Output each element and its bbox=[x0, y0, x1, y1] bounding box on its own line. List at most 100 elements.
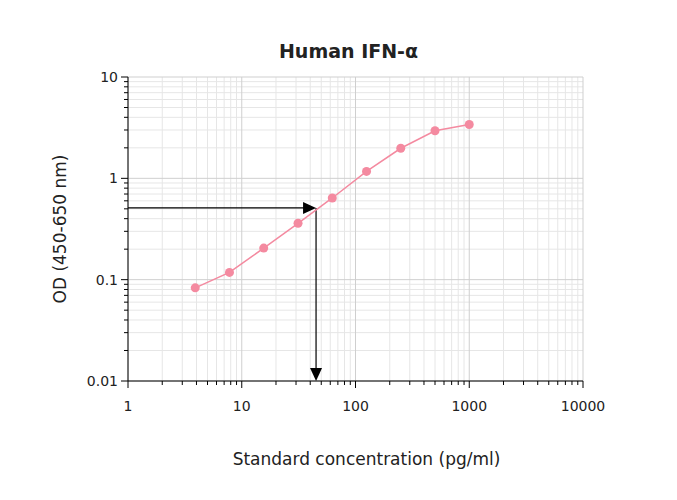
x-axis-label: Standard concentration (pg/ml) bbox=[233, 449, 501, 469]
minor-tick bbox=[124, 350, 128, 351]
minor-grid-line bbox=[182, 77, 183, 381]
y-tick-label: 10 bbox=[100, 69, 118, 85]
minor-grid-line bbox=[565, 77, 566, 381]
minor-grid-line bbox=[224, 77, 225, 381]
minor-grid-line bbox=[577, 77, 578, 381]
y-tick-label: 0.1 bbox=[96, 272, 118, 288]
minor-tick bbox=[330, 381, 331, 385]
minor-tick bbox=[124, 188, 128, 189]
minor-tick bbox=[503, 381, 504, 385]
minor-tick bbox=[350, 381, 351, 385]
grid-line bbox=[128, 279, 583, 280]
minor-grid-line bbox=[451, 77, 452, 381]
minor-tick bbox=[124, 302, 128, 303]
arrow-head bbox=[310, 368, 322, 381]
minor-grid-line bbox=[503, 77, 504, 381]
arrow-horizontal bbox=[128, 207, 304, 208]
minor-grid-line bbox=[458, 77, 459, 381]
minor-tick bbox=[124, 249, 128, 250]
x-tick-label: 100 bbox=[342, 398, 369, 414]
minor-tick bbox=[124, 295, 128, 296]
minor-grid-line bbox=[389, 77, 390, 381]
minor-grid-line bbox=[523, 77, 524, 381]
minor-tick bbox=[236, 381, 237, 385]
data-point bbox=[328, 193, 337, 202]
grid-line bbox=[241, 77, 242, 381]
x-tick-label: 10 bbox=[233, 398, 251, 414]
minor-tick bbox=[182, 381, 183, 385]
minor-tick bbox=[124, 319, 128, 320]
minor-tick bbox=[435, 381, 436, 385]
data-line bbox=[195, 124, 469, 287]
grid-line bbox=[583, 77, 584, 381]
minor-grid-line bbox=[230, 77, 231, 381]
minor-tick bbox=[124, 99, 128, 100]
minor-tick bbox=[571, 381, 572, 385]
minor-tick bbox=[523, 381, 524, 385]
y-tick bbox=[121, 77, 128, 78]
arrow-vertical bbox=[315, 208, 316, 369]
x-tick bbox=[469, 381, 470, 388]
y-tick-label: 0.01 bbox=[87, 373, 118, 389]
minor-tick bbox=[409, 381, 410, 385]
minor-grid-line bbox=[464, 77, 465, 381]
minor-tick bbox=[464, 381, 465, 385]
minor-tick bbox=[124, 147, 128, 148]
minor-tick bbox=[310, 381, 311, 385]
minor-tick bbox=[124, 107, 128, 108]
grid-line bbox=[128, 77, 129, 381]
minor-grid-line bbox=[557, 77, 558, 381]
data-point bbox=[191, 283, 200, 292]
minor-grid-line bbox=[337, 77, 338, 381]
minor-tick bbox=[124, 284, 128, 285]
data-point bbox=[396, 144, 405, 153]
minor-grid-line bbox=[296, 77, 297, 381]
annotation-arrows bbox=[128, 202, 322, 381]
plot-data bbox=[128, 120, 474, 381]
minor-tick bbox=[124, 182, 128, 183]
minor-tick bbox=[230, 381, 231, 385]
grid-line bbox=[128, 178, 583, 179]
minor-grid-line bbox=[344, 77, 345, 381]
y-axis-line bbox=[128, 77, 129, 381]
x-tick-label: 1000 bbox=[451, 398, 487, 414]
minor-tick bbox=[124, 117, 128, 118]
chart: 1101001000100000.010.1110Human IFN-αStan… bbox=[0, 0, 677, 500]
minor-tick bbox=[458, 381, 459, 385]
minor-grid-line bbox=[196, 77, 197, 381]
minor-tick bbox=[275, 381, 276, 385]
x-tick-label: 1 bbox=[124, 398, 133, 414]
minor-tick bbox=[344, 381, 345, 385]
grid bbox=[128, 77, 583, 381]
minor-grid-line bbox=[162, 77, 163, 381]
minor-tick bbox=[124, 86, 128, 87]
minor-tick bbox=[124, 200, 128, 201]
minor-tick bbox=[548, 381, 549, 385]
minor-tick bbox=[451, 381, 452, 385]
y-tick bbox=[121, 279, 128, 280]
minor-tick bbox=[196, 381, 197, 385]
minor-tick bbox=[216, 381, 217, 385]
data-point bbox=[225, 268, 234, 277]
minor-grid-line bbox=[310, 77, 311, 381]
minor-tick bbox=[224, 381, 225, 385]
minor-grid-line bbox=[216, 77, 217, 381]
minor-tick bbox=[124, 194, 128, 195]
minor-tick bbox=[557, 381, 558, 385]
grid-line bbox=[128, 77, 583, 78]
y-tick-label: 1 bbox=[109, 170, 118, 186]
minor-tick bbox=[124, 332, 128, 333]
data-point bbox=[259, 244, 268, 253]
minor-tick bbox=[162, 381, 163, 385]
minor-grid-line bbox=[236, 77, 237, 381]
x-tick-label: 10000 bbox=[561, 398, 606, 414]
minor-grid-line bbox=[435, 77, 436, 381]
minor-grid-line bbox=[548, 77, 549, 381]
minor-tick bbox=[389, 381, 390, 385]
minor-grid-line bbox=[350, 77, 351, 381]
minor-grid-line bbox=[423, 77, 424, 381]
x-tick bbox=[128, 381, 129, 388]
data-point bbox=[294, 219, 303, 228]
minor-grid-line bbox=[537, 77, 538, 381]
y-tick bbox=[121, 381, 128, 382]
